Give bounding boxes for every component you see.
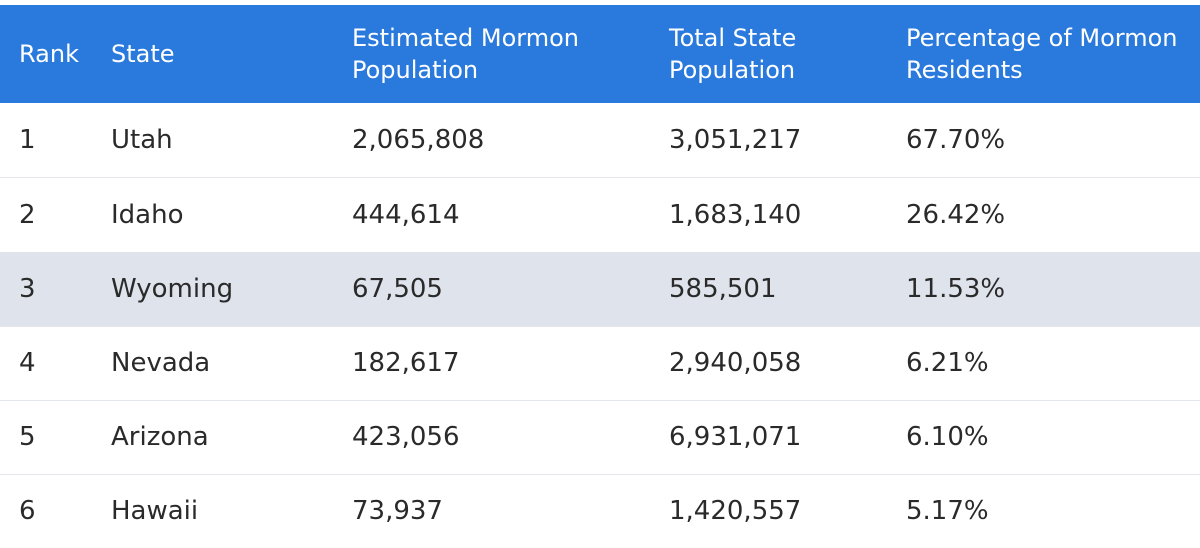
cell-percentage: 26.42%: [906, 200, 1006, 230]
header-total-state-population: Total State Population: [669, 24, 797, 84]
cell-total-population: 1,420,557: [669, 496, 802, 526]
cell-total-population: 585,501: [669, 274, 777, 304]
cell-total-population: 1,683,140: [669, 200, 802, 230]
cell-state: Hawaii: [111, 496, 199, 526]
cell-state: Arizona: [111, 422, 209, 452]
header-estimated-mormon-population: Estimated Mormon Population: [352, 24, 579, 84]
cell-percentage: 11.53%: [906, 274, 1006, 304]
header-rank: Rank: [19, 40, 79, 68]
cell-percentage: 6.21%: [906, 348, 989, 378]
cell-rank: 6: [19, 496, 36, 526]
table-row: 2 Idaho 444,614 1,683,140 26.42%: [0, 178, 1200, 253]
cell-total-population: 2,940,058: [669, 348, 802, 378]
cell-mormon-population: 67,505: [352, 274, 443, 304]
table-row: 3 Wyoming 67,505 585,501 11.53%: [0, 252, 1200, 327]
table-header: Rank State Estimated Mormon Population T…: [0, 5, 1200, 103]
cell-state: Nevada: [111, 348, 211, 378]
cell-rank: 2: [19, 200, 36, 230]
cell-rank: 1: [19, 125, 36, 155]
cell-state: Utah: [111, 125, 173, 155]
cell-total-population: 6,931,071: [669, 422, 802, 452]
cell-total-population: 3,051,217: [669, 125, 802, 155]
cell-state: Idaho: [111, 200, 184, 230]
cell-mormon-population: 2,065,808: [352, 125, 485, 155]
header-percentage-mormon-residents: Percentage of Mormon Residents: [906, 24, 1178, 84]
table-row: 5 Arizona 423,056 6,931,071 6.10%: [0, 400, 1200, 475]
cell-rank: 4: [19, 348, 36, 378]
cell-rank: 5: [19, 422, 36, 452]
table-row: 4 Nevada 182,617 2,940,058 6.21%: [0, 326, 1200, 401]
cell-rank: 3: [19, 274, 36, 304]
top-strip: [0, 0, 1200, 5]
cell-mormon-population: 423,056: [352, 422, 460, 452]
cell-percentage: 67.70%: [906, 125, 1006, 155]
cell-percentage: 6.10%: [906, 422, 989, 452]
table-row: 6 Hawaii 73,937 1,420,557 5.17%: [0, 474, 1200, 548]
cell-mormon-population: 73,937: [352, 496, 443, 526]
header-state: State: [111, 40, 175, 68]
table-row: 1 Utah 2,065,808 3,051,217 67.70%: [0, 103, 1200, 178]
cell-mormon-population: 444,614: [352, 200, 460, 230]
cell-state: Wyoming: [111, 274, 234, 304]
cell-percentage: 5.17%: [906, 496, 989, 526]
cell-mormon-population: 182,617: [352, 348, 460, 378]
